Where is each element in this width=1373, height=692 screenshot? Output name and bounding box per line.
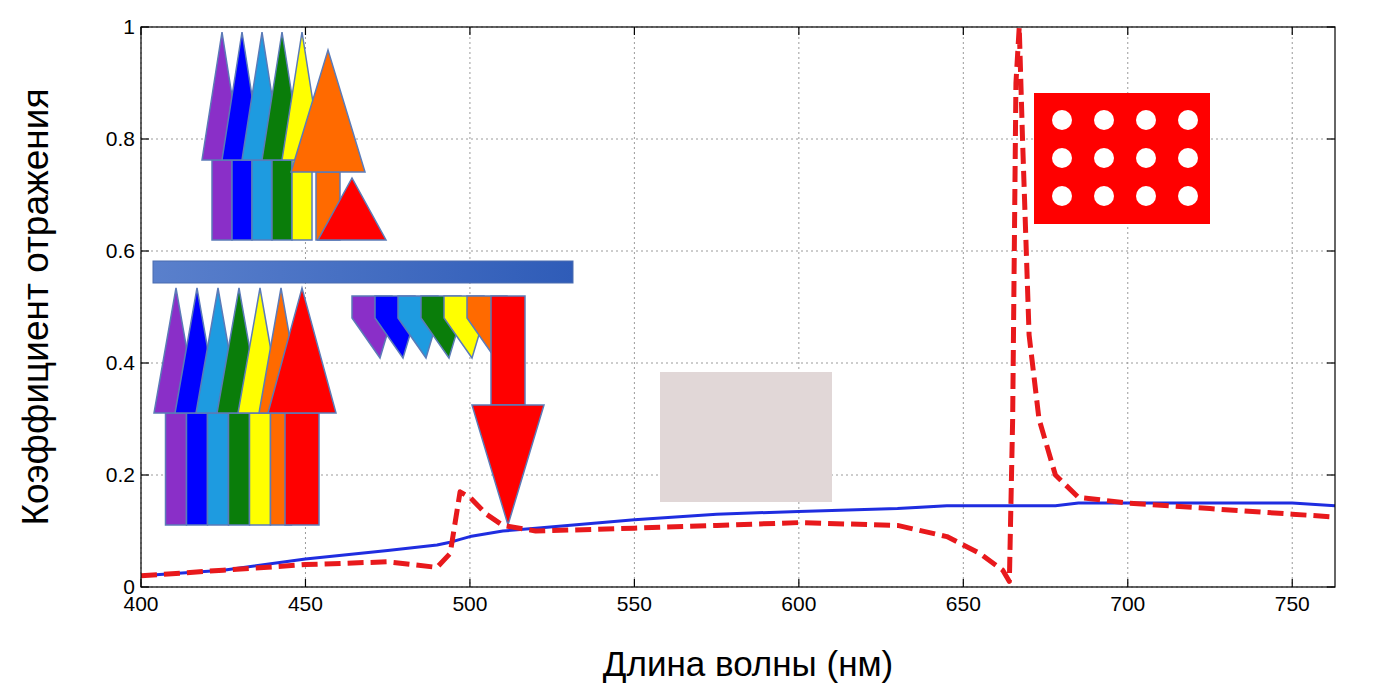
hole <box>1094 148 1114 168</box>
y-tick-label: 0.8 <box>106 127 135 150</box>
tick <box>1327 362 1335 363</box>
arrow-shaft <box>285 413 319 525</box>
hole <box>1178 148 1198 168</box>
hole <box>1052 186 1072 206</box>
arrow-head <box>318 178 386 240</box>
hole <box>1136 148 1156 168</box>
x-tick-label: 750 <box>1275 592 1310 615</box>
tick <box>798 579 799 587</box>
arrow-shaft <box>232 160 252 240</box>
hole <box>1052 148 1072 168</box>
arrow-shaft <box>491 296 525 405</box>
hole <box>1136 110 1156 130</box>
tick <box>1327 250 1335 251</box>
tick <box>469 27 470 35</box>
x-tick-label: 450 <box>288 592 323 615</box>
tick <box>634 27 635 35</box>
y-tick-label: 0.6 <box>106 239 135 262</box>
tick <box>1327 138 1335 139</box>
tick <box>469 579 470 587</box>
arrow-shaft <box>272 160 292 240</box>
x-tick-label: 600 <box>781 592 816 615</box>
tick <box>141 138 149 139</box>
plot-frame <box>141 27 1335 587</box>
arrow-head <box>291 50 365 172</box>
x-tick-label: 650 <box>946 592 981 615</box>
tick <box>1292 579 1293 587</box>
hole <box>1178 186 1198 206</box>
arrow-shaft <box>187 413 208 525</box>
series-line <box>141 503 1335 576</box>
x-tick-label: 550 <box>617 592 652 615</box>
arrow-shaft <box>208 413 229 525</box>
y-tick-label: 1 <box>123 15 135 38</box>
flat-film <box>660 372 832 502</box>
tick <box>963 579 964 587</box>
tick <box>1127 27 1128 35</box>
grid-line <box>634 27 635 587</box>
tick <box>141 474 149 475</box>
hole <box>1052 110 1072 130</box>
y-axis-title: Коэффициент отражения <box>15 89 56 526</box>
grid-line <box>963 27 964 587</box>
tick <box>305 579 306 587</box>
arrow-shaft <box>252 160 272 240</box>
hole <box>1094 110 1114 130</box>
arrow-shaft <box>250 413 271 525</box>
tick <box>1127 579 1128 587</box>
tick <box>798 27 799 35</box>
hole <box>1094 186 1114 206</box>
hole <box>1136 186 1156 206</box>
arrow-shaft <box>212 160 232 240</box>
y-tick-label: 0.4 <box>106 351 136 374</box>
arrow-shaft <box>166 413 187 525</box>
chart: 40045050055060065070075000.20.40.60.81Дл… <box>0 0 1373 692</box>
grid-line <box>798 27 799 587</box>
arrow-shaft <box>229 413 250 525</box>
tick <box>634 579 635 587</box>
x-axis-title: Длина волны (нм) <box>603 644 893 683</box>
y-tick-label: 0 <box>123 575 135 598</box>
tick <box>305 27 306 35</box>
slab <box>153 261 573 283</box>
x-tick-label: 500 <box>452 592 487 615</box>
series-group <box>141 27 1335 581</box>
y-tick-label: 0.2 <box>106 463 135 486</box>
series-line <box>141 27 1335 581</box>
x-tick-label: 700 <box>1110 592 1145 615</box>
tick <box>1327 474 1335 475</box>
arrow-head <box>268 288 336 413</box>
tick <box>141 250 149 251</box>
grid-line <box>141 251 1335 252</box>
illustration <box>153 32 1210 525</box>
hole <box>1178 110 1198 130</box>
tick <box>1292 27 1293 35</box>
perforated-film <box>1034 93 1210 224</box>
tick <box>141 362 149 363</box>
tick <box>963 27 964 35</box>
